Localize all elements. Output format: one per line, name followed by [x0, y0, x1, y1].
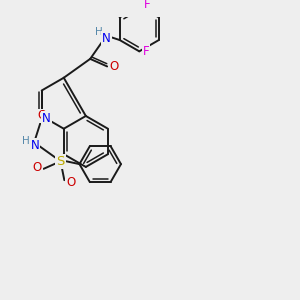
- Text: F: F: [142, 45, 149, 58]
- Text: O: O: [32, 161, 42, 174]
- Text: O: O: [109, 60, 119, 73]
- Text: S: S: [56, 155, 65, 168]
- Text: N: N: [42, 112, 51, 125]
- Text: N: N: [31, 139, 40, 152]
- Text: H: H: [95, 28, 103, 38]
- Text: H: H: [22, 136, 29, 146]
- Text: N: N: [102, 32, 111, 45]
- Text: F: F: [143, 0, 150, 11]
- Text: O: O: [37, 110, 46, 122]
- Text: O: O: [66, 176, 76, 190]
